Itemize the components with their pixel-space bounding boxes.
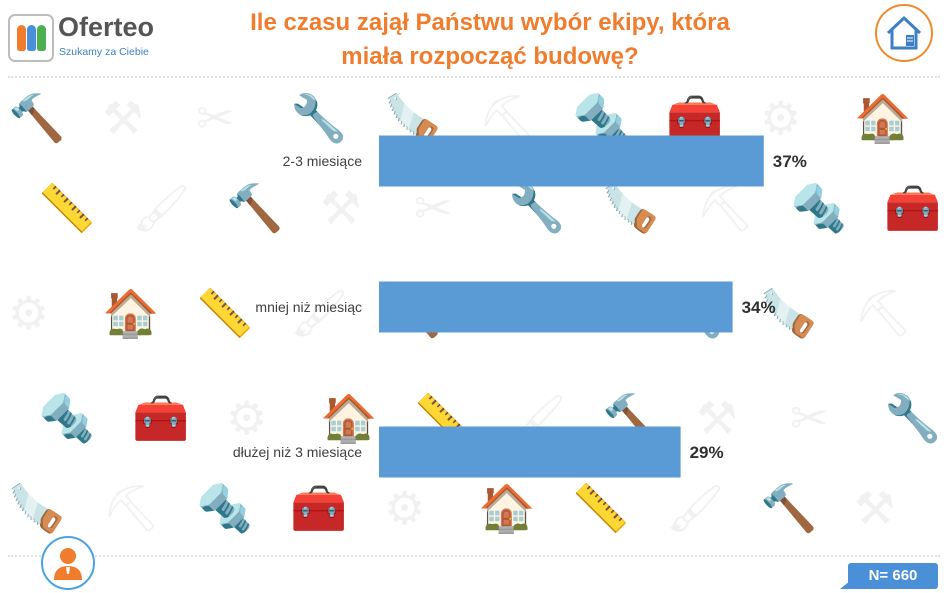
background-tool-icon: 🔧 bbox=[884, 391, 942, 445]
background-tool-icon: ⛏ bbox=[854, 286, 913, 340]
value-label: 37% bbox=[773, 152, 807, 171]
background-tool-icon: ⚒ bbox=[696, 391, 738, 445]
background-tool-icon: 🔩 bbox=[196, 481, 254, 535]
background-tool-icon: 🔧 bbox=[508, 181, 566, 235]
logo-name: Oferteo bbox=[58, 12, 155, 42]
oferteo-logo: Oferteo Szukamy za Ciebie bbox=[8, 12, 173, 62]
background-tool-icon: 🧰 bbox=[666, 91, 724, 145]
bar bbox=[379, 281, 733, 333]
background-tool-icon: ⚙ bbox=[8, 286, 50, 340]
background-tool-icon: 🏠 bbox=[478, 481, 536, 535]
sample-size-badge: N= 660 bbox=[840, 563, 938, 589]
background-tool-icon: ⚒ bbox=[854, 481, 896, 535]
category-label: dłużej niż 3 miesiące bbox=[233, 444, 362, 460]
background-tool-icon: ⚒ bbox=[320, 181, 362, 235]
background-tool-icon: 🏠 bbox=[102, 286, 160, 340]
background-tool-icon: ⛏ bbox=[478, 91, 537, 145]
background-tool-icon: 🔨 bbox=[226, 181, 284, 235]
house-icon bbox=[875, 4, 933, 62]
background-tool-icon: 🧰 bbox=[132, 391, 190, 445]
person-icon bbox=[41, 536, 95, 590]
background-tool-icon: 🪚 bbox=[760, 286, 818, 340]
bottom-divider bbox=[8, 555, 940, 557]
value-label: 34% bbox=[742, 298, 776, 317]
background-tool-icon: ⚙ bbox=[384, 481, 426, 535]
background-tool-icon: ⛏ bbox=[696, 181, 755, 235]
background-tool-icon: 🪚 bbox=[8, 481, 66, 535]
bar bbox=[379, 135, 764, 187]
background-tool-icon: 🔧 bbox=[290, 91, 348, 145]
category-label: mniej niż miesiąc bbox=[255, 299, 362, 315]
background-tool-icon: 🖌 bbox=[666, 481, 725, 535]
background-tool-icon: 📏 bbox=[38, 181, 96, 235]
background-tool-icon: 📏 bbox=[572, 481, 630, 535]
background-tool-icon: 🔨 bbox=[760, 481, 818, 535]
background-tool-icon: 🔩 bbox=[572, 91, 630, 145]
background-tool-icon: 🏠 bbox=[320, 391, 378, 445]
background-tool-icon: 🪚 bbox=[602, 181, 660, 235]
background-tool-icon: ✂ bbox=[414, 181, 453, 235]
category-label: 2-3 miesiące bbox=[283, 153, 363, 169]
background-tool-icon: 🖌 bbox=[290, 286, 349, 340]
top-divider bbox=[8, 76, 940, 78]
background-tool-icon: 🔩 bbox=[790, 181, 848, 235]
background-tool-icon: ✂ bbox=[196, 91, 235, 145]
background-tool-icon: 🖌 bbox=[132, 181, 191, 235]
background-tool-icon: 📏 bbox=[196, 286, 254, 340]
bar bbox=[379, 426, 681, 478]
chart-title: Ile czasu zajął Państwu wybór ekipy, któ… bbox=[250, 9, 730, 70]
background-tool-icon: 🏠 bbox=[854, 91, 912, 145]
background-tool-icon: 🧰 bbox=[290, 481, 348, 535]
background-tool-icon: 🧰 bbox=[884, 181, 942, 235]
background-tool-icon: ✂ bbox=[790, 391, 829, 445]
value-label: 29% bbox=[690, 443, 724, 462]
background-tool-icon: 🔨 bbox=[8, 91, 66, 145]
background-tool-icon: ⚙ bbox=[226, 391, 268, 445]
background-tool-icon: ⛏ bbox=[102, 481, 161, 535]
background-tool-icon: 🪚 bbox=[384, 91, 442, 145]
logo-figures-icon bbox=[8, 14, 54, 62]
logo-tagline: Szukamy za Ciebie bbox=[59, 46, 149, 58]
background-tool-icon: 🔩 bbox=[38, 391, 96, 445]
background-tool-icon: ⚙ bbox=[760, 91, 802, 145]
background-tool-icon: ⚒ bbox=[102, 91, 144, 145]
